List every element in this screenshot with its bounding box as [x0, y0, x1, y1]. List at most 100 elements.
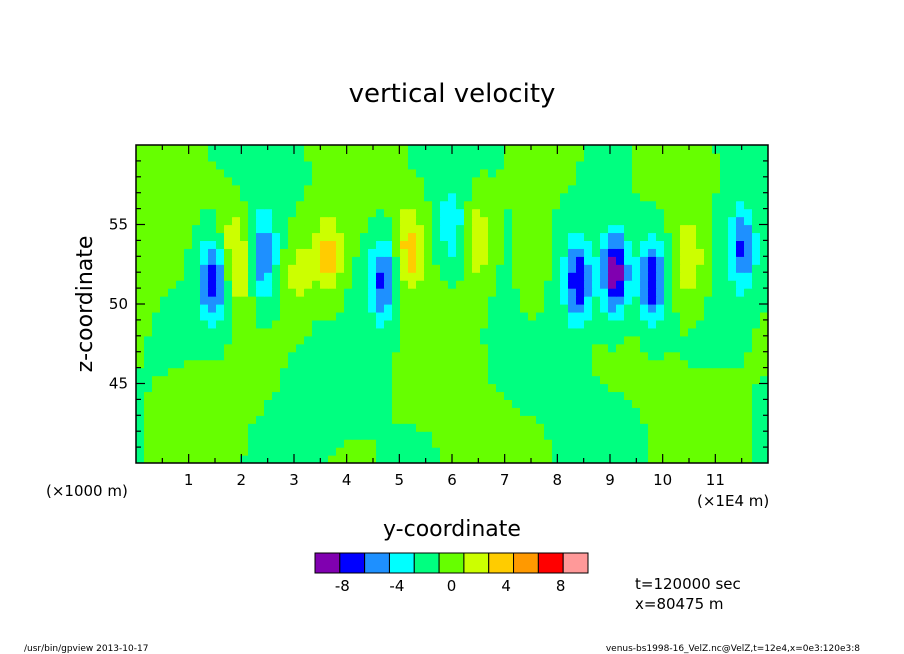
field-cell: [288, 304, 297, 313]
field-cell: [744, 423, 753, 432]
field-cell: [320, 248, 329, 257]
field-cell: [256, 415, 265, 424]
field-cell: [704, 335, 713, 345]
colorbar-swatch: [388, 552, 415, 574]
field-cell: [168, 256, 177, 265]
field-cell: [304, 399, 313, 408]
field-cell: [536, 327, 545, 337]
field-cell: [672, 367, 681, 377]
field-cell: [376, 216, 385, 226]
field-cell: [376, 272, 385, 281]
field-cell: [664, 455, 673, 463]
field-cell: [384, 407, 393, 416]
field-cell: [712, 288, 721, 297]
field-cell: [384, 415, 393, 424]
field-cell: [280, 359, 289, 369]
field-cell: [136, 407, 145, 416]
field-cell: [504, 439, 513, 448]
field-cell: [528, 176, 537, 186]
field-cell: [368, 168, 377, 178]
field-cell: [592, 343, 601, 353]
field-cell: [184, 152, 193, 162]
field-cell: [440, 160, 449, 170]
field-cell: [224, 216, 233, 226]
field-cell: [264, 431, 273, 440]
field-cell: [280, 160, 289, 170]
field-cell: [520, 383, 529, 393]
field-cell: [368, 335, 377, 345]
field-cell: [376, 192, 385, 202]
field-cell: [568, 145, 577, 154]
field-cell: [616, 240, 625, 249]
field-cell: [344, 288, 353, 297]
field-cell: [592, 439, 601, 448]
field-cell: [544, 216, 553, 226]
field-cell: [488, 248, 497, 257]
field-cell: [560, 296, 569, 305]
field-cell: [280, 208, 289, 218]
field-cell: [416, 184, 425, 194]
field-cell: [560, 447, 569, 456]
colorbar-swatch: [438, 552, 465, 574]
field-cell: [224, 176, 233, 186]
field-cell: [392, 399, 401, 408]
field-cell: [520, 431, 529, 440]
field-cell: [520, 240, 529, 249]
field-cell: [512, 439, 521, 448]
field-cell: [488, 455, 497, 463]
field-cell: [136, 208, 145, 218]
field-cell: [288, 145, 297, 154]
field-cell: [360, 367, 369, 377]
field-cell: [736, 160, 745, 170]
colorbar-tick-label: 8: [556, 577, 566, 595]
field-cell: [720, 383, 729, 393]
field-cell: [288, 383, 297, 393]
field-cell: [168, 407, 177, 416]
field-cell: [696, 248, 705, 257]
field-cell: [184, 280, 193, 289]
field-cell: [632, 168, 641, 178]
field-cell: [496, 256, 505, 265]
field-cell: [176, 367, 185, 377]
field-cell: [672, 423, 681, 432]
field-cell: [432, 351, 441, 361]
field-cell: [184, 224, 193, 234]
field-cell: [496, 280, 505, 289]
field-cell: [672, 343, 681, 353]
field-cell: [736, 311, 745, 321]
field-cell: [304, 367, 313, 377]
field-cell: [712, 200, 721, 210]
field-cell: [496, 319, 505, 329]
field-cell: [256, 216, 265, 226]
field-cell: [272, 327, 281, 337]
field-cell: [624, 288, 633, 297]
field-cell: [304, 447, 313, 456]
field-cell: [648, 439, 657, 448]
field-cell: [544, 288, 553, 297]
field-cell: [520, 327, 529, 337]
field-cell: [760, 359, 768, 369]
field-cell: [416, 311, 425, 321]
field-cell: [272, 304, 281, 313]
field-cell: [304, 248, 313, 257]
field-cell: [528, 280, 537, 289]
field-cell: [560, 383, 569, 393]
field-cell: [216, 264, 225, 273]
field-cell: [640, 447, 649, 456]
field-cell: [608, 415, 617, 424]
field-cell: [272, 423, 281, 432]
field-cell: [136, 343, 145, 353]
field-cell: [344, 145, 353, 154]
field-cell: [312, 335, 321, 345]
field-cell: [424, 423, 433, 432]
field-cell: [688, 343, 697, 353]
field-cell: [224, 264, 233, 273]
field-cell: [272, 216, 281, 226]
field-cell: [640, 351, 649, 361]
field-cell: [272, 152, 281, 162]
field-cell: [656, 296, 665, 305]
field-cell: [344, 367, 353, 377]
field-cell: [472, 256, 481, 265]
field-cell: [144, 216, 153, 226]
field-cell: [760, 407, 768, 416]
